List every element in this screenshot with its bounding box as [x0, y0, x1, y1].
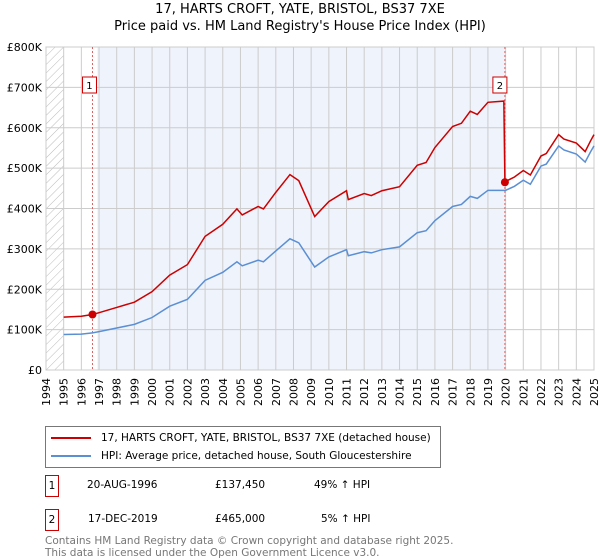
- sale-row: 1 20-AUG-1996 £137,450 49% ↑ HPI: [45, 475, 545, 497]
- y-tick-label: £200K: [7, 283, 43, 296]
- price-chart: 1994 1995 1996 1997 1998 1999 2000 2001 2002 2003…: [7, 41, 600, 406]
- x-tick-label: 2006: [252, 378, 265, 406]
- x-tick-label: 1999: [128, 378, 141, 406]
- plot-border: [45, 46, 595, 371]
- sale-marker: 1: [45, 475, 59, 497]
- x-tick-label: 2000: [146, 378, 159, 406]
- footer-licence: This data is licensed under the Open Gov…: [45, 547, 380, 559]
- x-tick-label: 2014: [394, 378, 407, 406]
- sale-price: £465,000: [215, 513, 266, 525]
- sale-hpi: 49% ↑ HPI: [314, 479, 371, 491]
- x-tick-label: 2005: [234, 378, 247, 406]
- x-tick-label: 2001: [164, 378, 177, 406]
- sale-hpi: 5% ↑ HPI: [321, 513, 371, 525]
- x-tick-label: 2007: [270, 378, 283, 406]
- legend: 17, HARTS CROFT, YATE, BRISTOL, BS37 7XE…: [45, 426, 441, 468]
- sale-label: 1: [86, 81, 92, 92]
- sale-label-box: [492, 76, 508, 94]
- chart-title: 17, HARTS CROFT, YATE, BRISTOL, BS37 7XE: [155, 2, 445, 17]
- y-tick-label: £800K: [7, 41, 43, 54]
- x-tick-label: 2008: [287, 378, 300, 406]
- sale-label-box: [81, 76, 97, 94]
- y-tick-label: £400K: [7, 203, 43, 216]
- x-tick-label: 2017: [447, 378, 460, 406]
- y-tick-label: £100K: [7, 324, 43, 337]
- x-tick-label: 2009: [305, 378, 318, 406]
- x-tick-label: 2013: [376, 378, 389, 406]
- x-tick-label: 2016: [429, 378, 442, 406]
- x-tick-label: 2002: [181, 378, 194, 406]
- x-tick-label: 2022: [535, 378, 548, 406]
- x-tick-label: 1998: [111, 378, 124, 406]
- footer-copyright: Contains HM Land Registry data © Crown c…: [45, 535, 454, 547]
- sale-point: [88, 310, 97, 319]
- x-tick-label: 2003: [199, 378, 212, 406]
- y-tick-label: £600K: [7, 122, 43, 135]
- sale-date: 20-AUG-1996: [87, 479, 158, 491]
- legend-label: 17, HARTS CROFT, YATE, BRISTOL, BS37 7XE…: [101, 432, 431, 444]
- y-tick-label: £300K: [7, 243, 43, 256]
- hpi-line: [63, 144, 595, 336]
- x-tick-label: 2018: [464, 378, 477, 406]
- x-tick-label: 2010: [323, 378, 336, 406]
- sale-date: 17-DEC-2019: [88, 513, 158, 525]
- y-tick-label: £700K: [7, 81, 43, 94]
- footer: Contains HM Land Registry data © Crown c…: [45, 535, 453, 559]
- x-tick-label: 2019: [482, 378, 495, 406]
- legend-item-hpi: HPI: Average price, detached house, Sout…: [51, 448, 412, 464]
- sale-row: 2 17-DEC-2019 £465,000 5% ↑ HPI: [45, 509, 545, 531]
- x-tick-label: 2011: [341, 378, 354, 406]
- x-tick-label: 2020: [500, 378, 513, 406]
- legend-item-property: 17, HARTS CROFT, YATE, BRISTOL, BS37 7XE…: [51, 430, 431, 446]
- legend-label: HPI: Average price, detached house, Sout…: [101, 450, 412, 462]
- y-tick-label: £0: [28, 364, 42, 377]
- x-tick-label: 1995: [58, 378, 71, 406]
- property-price-line: [63, 100, 595, 318]
- x-tick-label: 2004: [217, 378, 230, 406]
- x-tick-label: 1994: [40, 378, 53, 406]
- chart-subtitle: Price paid vs. HM Land Registry's House …: [114, 19, 486, 34]
- x-tick-label: 1996: [75, 378, 88, 406]
- sale-label: 2: [497, 81, 503, 92]
- legend-swatch: [51, 455, 91, 457]
- x-tick-label: 2023: [553, 378, 566, 406]
- legend-swatch: [51, 437, 91, 439]
- x-tick-label: 2012: [358, 378, 371, 406]
- x-tick-label: 1997: [93, 378, 106, 406]
- x-tick-label: 2025: [588, 378, 600, 406]
- x-tick-label: 2015: [411, 378, 424, 406]
- y-tick-label: £500K: [7, 162, 43, 175]
- sale-price: £137,450: [215, 479, 266, 491]
- x-tick-label: 2021: [517, 378, 530, 406]
- x-tick-label: 2024: [570, 378, 583, 406]
- sale-marker: 2: [45, 509, 59, 531]
- sale-point: [500, 178, 509, 187]
